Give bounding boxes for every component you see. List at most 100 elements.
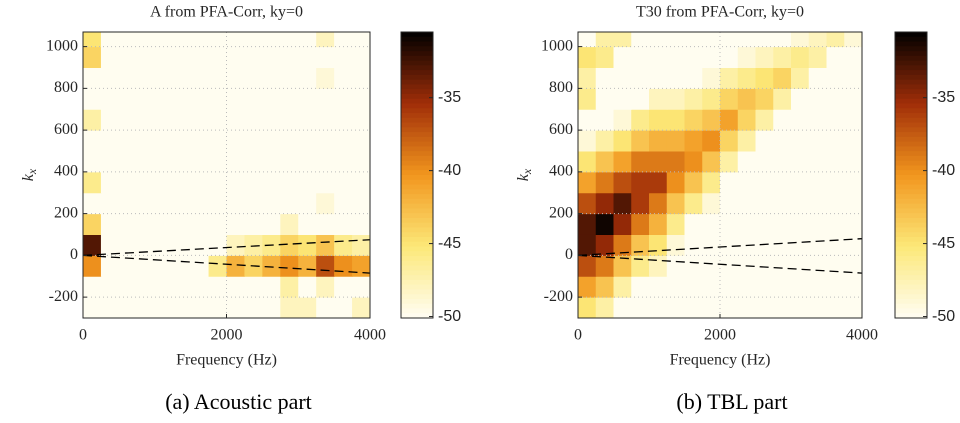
heat-cell bbox=[334, 109, 353, 131]
heat-cell bbox=[808, 171, 827, 194]
heat-cell bbox=[118, 213, 138, 235]
heat-cell bbox=[808, 32, 827, 48]
heat-cell bbox=[613, 276, 632, 298]
colorbar-step bbox=[895, 179, 927, 186]
heat-cell bbox=[244, 192, 263, 215]
heat-cell bbox=[826, 213, 845, 235]
colorbar-step bbox=[895, 265, 927, 271]
heat-cell bbox=[262, 88, 281, 110]
colorbar-step bbox=[401, 113, 433, 119]
colorbar-tick-label: -50 bbox=[438, 308, 461, 325]
heat-cell bbox=[190, 171, 210, 194]
heat-cell bbox=[226, 109, 245, 131]
colorbar-step bbox=[895, 155, 927, 162]
heat-cell bbox=[262, 171, 281, 194]
heat-cell bbox=[702, 276, 721, 298]
heat-cell bbox=[172, 276, 192, 298]
heat-cell bbox=[613, 67, 632, 89]
colorbar-step bbox=[895, 117, 927, 124]
colorbar-step bbox=[401, 170, 433, 176]
heat-cell bbox=[666, 130, 685, 152]
heat-cell bbox=[334, 213, 353, 235]
colorbar-tick-label: -35 bbox=[438, 89, 461, 106]
heat-cell bbox=[773, 130, 792, 152]
heat-cell bbox=[649, 255, 668, 277]
heat-cell bbox=[172, 234, 192, 256]
heat-cell bbox=[631, 192, 650, 215]
heat-cell bbox=[755, 276, 774, 298]
colorbar-step bbox=[895, 136, 927, 143]
plot bbox=[578, 32, 862, 318]
heat-cell bbox=[737, 130, 756, 152]
heat-cell bbox=[702, 297, 721, 318]
heat-cell bbox=[100, 32, 120, 48]
heat-cell bbox=[280, 213, 299, 235]
heat-cell bbox=[280, 32, 299, 48]
colorbar-tick-label: -50 bbox=[932, 308, 955, 325]
dashed-line bbox=[83, 254, 370, 274]
heat-cell bbox=[808, 213, 827, 235]
heat-cell bbox=[118, 255, 138, 277]
colorbar-step bbox=[895, 65, 927, 71]
colorbar-step bbox=[895, 284, 927, 290]
heat-cell bbox=[226, 130, 245, 152]
heat-cell bbox=[172, 67, 192, 89]
heat-cell bbox=[737, 88, 756, 110]
heat-cell bbox=[280, 297, 299, 318]
heat-cell bbox=[631, 297, 650, 318]
heat-cell bbox=[844, 150, 862, 173]
colorbar-step bbox=[401, 294, 433, 300]
colorbar-step bbox=[895, 84, 927, 90]
heat-cell bbox=[172, 255, 192, 277]
heat-cell bbox=[684, 88, 703, 110]
heat-cell bbox=[298, 276, 317, 298]
colorbar-step bbox=[895, 170, 927, 176]
heat-cell bbox=[702, 109, 721, 131]
colorbar-step bbox=[895, 132, 927, 138]
colorbar-step bbox=[401, 151, 433, 157]
colorbar-step bbox=[401, 55, 433, 62]
caption: (b) TBL part bbox=[676, 389, 787, 414]
heat-cell bbox=[773, 171, 792, 194]
heat-cell bbox=[666, 32, 685, 48]
heat-cell bbox=[226, 213, 245, 235]
heat-cell bbox=[208, 297, 227, 318]
heat-cell bbox=[172, 150, 192, 173]
heat-cell bbox=[172, 32, 192, 48]
heat-cell bbox=[208, 213, 227, 235]
heat-cell bbox=[262, 276, 281, 298]
colorbar-step bbox=[401, 41, 433, 47]
colorbar-step bbox=[895, 36, 927, 43]
heat-cell bbox=[226, 255, 245, 277]
colorbar-step bbox=[895, 298, 927, 305]
heat-cell bbox=[702, 67, 721, 89]
colorbar-step bbox=[895, 60, 927, 66]
colorbar-step bbox=[895, 222, 927, 228]
heat-cell bbox=[316, 213, 335, 235]
colorbar-tick-label: -45 bbox=[932, 235, 955, 252]
colorbar-step bbox=[401, 213, 433, 219]
colorbar-step bbox=[895, 122, 927, 128]
heat-cell bbox=[755, 130, 774, 152]
dashed-line bbox=[578, 238, 862, 257]
heat-cell bbox=[773, 67, 792, 89]
colorbar-frame bbox=[894, 31, 928, 319]
heat-cell bbox=[666, 234, 685, 256]
heat-cell bbox=[298, 150, 317, 173]
heat-cell bbox=[826, 297, 845, 318]
heat-cell bbox=[172, 192, 192, 215]
heat-cell bbox=[613, 46, 632, 68]
x-tick-label: 2000 bbox=[211, 327, 243, 344]
heat-cell bbox=[83, 234, 102, 256]
heat-cell bbox=[100, 109, 120, 131]
heat-cell bbox=[808, 67, 827, 89]
heat-cell bbox=[352, 32, 370, 48]
heat-cell bbox=[83, 130, 102, 152]
heat-cell bbox=[83, 192, 102, 215]
y-tick-label: 400 bbox=[549, 163, 573, 180]
colorbar-step bbox=[401, 260, 433, 267]
heat-cell bbox=[136, 276, 156, 298]
heat-cell bbox=[737, 109, 756, 131]
heat-cell bbox=[208, 234, 227, 256]
colorbar-step bbox=[895, 165, 927, 171]
